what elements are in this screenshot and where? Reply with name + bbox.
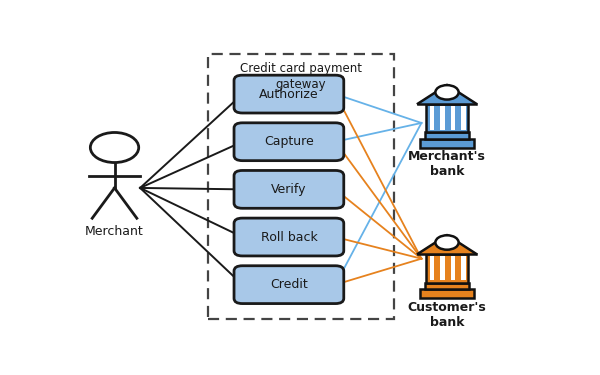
FancyBboxPatch shape [234, 171, 344, 208]
FancyBboxPatch shape [451, 256, 455, 280]
Text: Capture: Capture [264, 135, 314, 148]
Circle shape [436, 85, 458, 100]
FancyBboxPatch shape [420, 139, 474, 147]
FancyBboxPatch shape [234, 266, 344, 304]
FancyBboxPatch shape [430, 106, 434, 130]
FancyBboxPatch shape [234, 123, 344, 160]
Bar [208, 54, 394, 320]
FancyBboxPatch shape [451, 106, 455, 130]
Text: Customer's
bank: Customer's bank [407, 300, 487, 328]
FancyBboxPatch shape [440, 106, 445, 130]
FancyBboxPatch shape [234, 75, 344, 113]
FancyBboxPatch shape [461, 256, 466, 280]
Text: Merchant: Merchant [85, 225, 144, 238]
Text: Authorize: Authorize [259, 88, 319, 100]
Text: Verify: Verify [271, 183, 307, 196]
Polygon shape [418, 235, 476, 254]
FancyBboxPatch shape [425, 283, 469, 289]
Circle shape [436, 235, 458, 250]
Text: Credit card payment
gateway: Credit card payment gateway [239, 62, 362, 92]
Polygon shape [418, 85, 476, 104]
Text: Credit: Credit [270, 278, 308, 291]
FancyBboxPatch shape [440, 256, 445, 280]
FancyBboxPatch shape [430, 256, 434, 280]
Text: Merchant's
bank: Merchant's bank [408, 150, 486, 178]
FancyBboxPatch shape [426, 254, 468, 283]
FancyBboxPatch shape [420, 289, 474, 298]
Text: Roll back: Roll back [260, 231, 317, 243]
FancyBboxPatch shape [425, 132, 469, 139]
FancyBboxPatch shape [426, 104, 468, 132]
FancyBboxPatch shape [461, 106, 466, 130]
FancyBboxPatch shape [234, 218, 344, 256]
